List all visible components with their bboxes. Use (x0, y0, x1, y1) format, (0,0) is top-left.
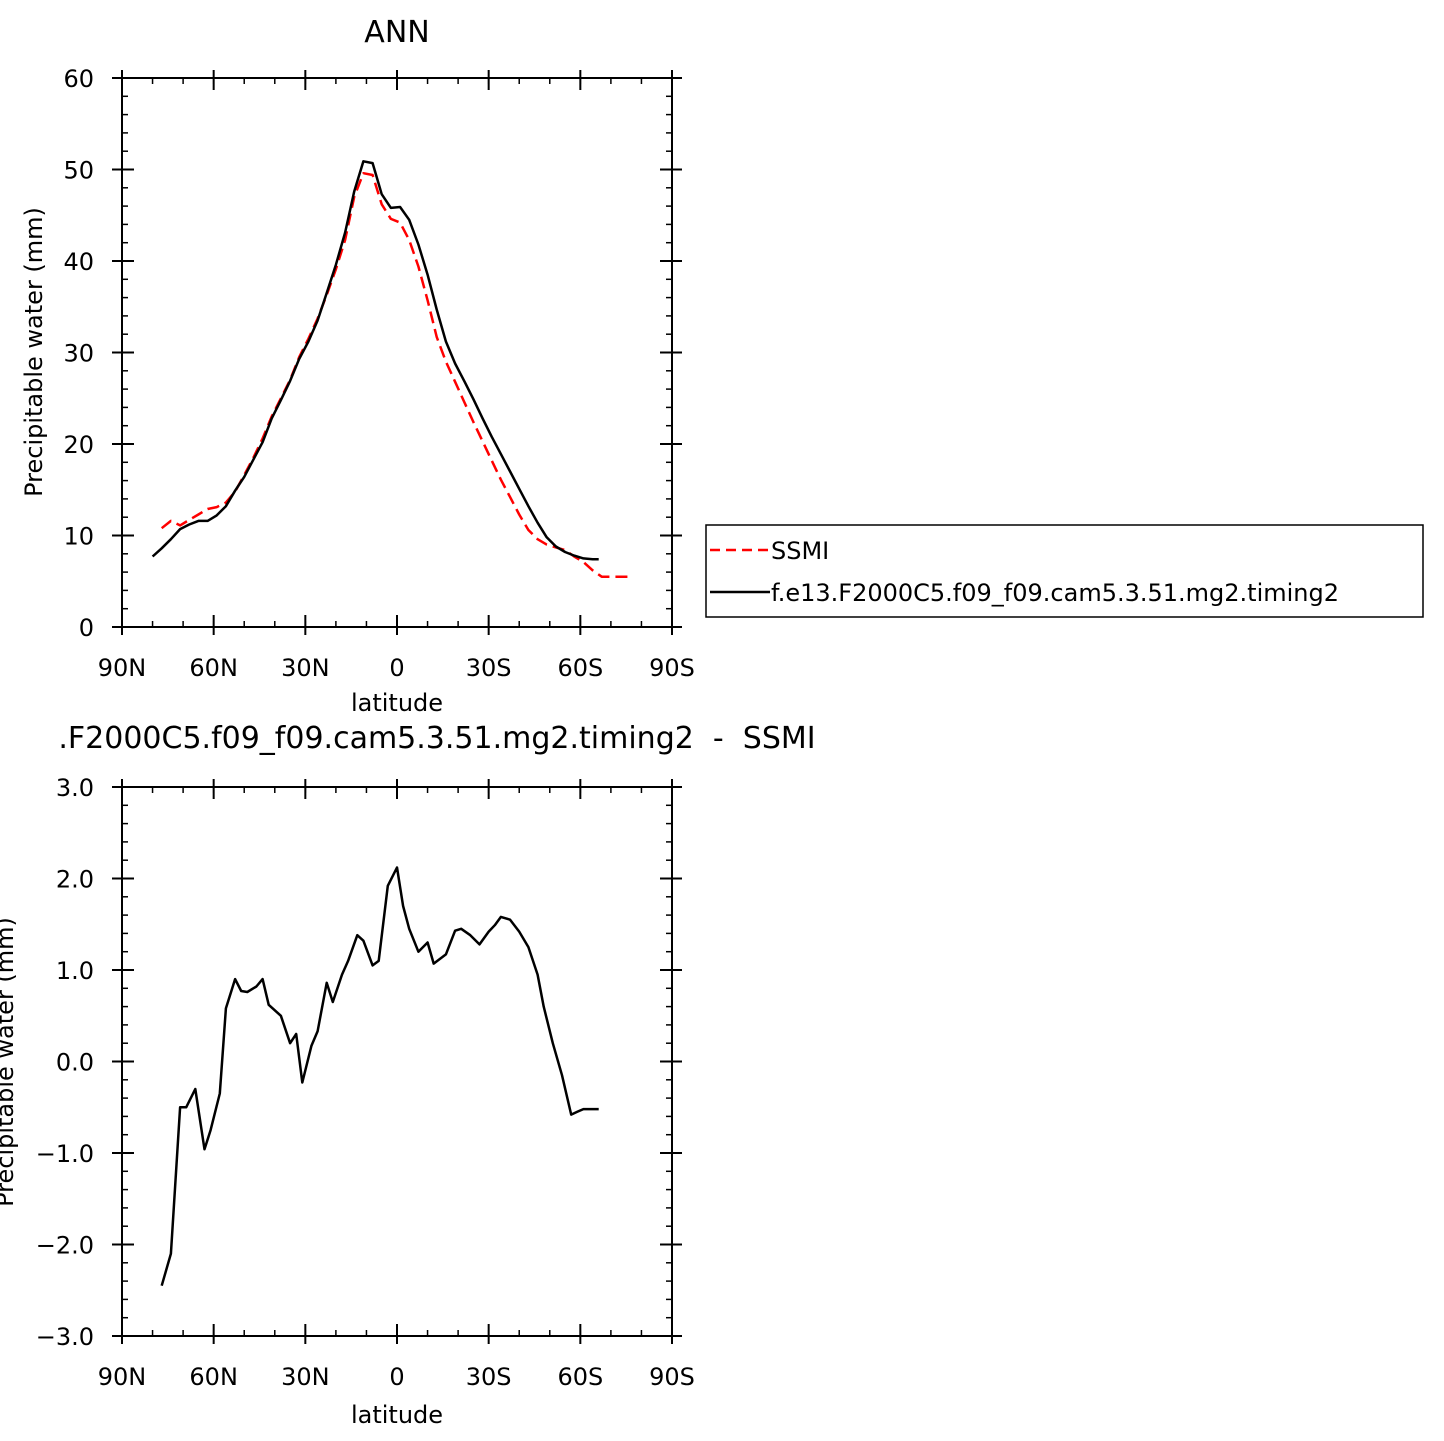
x-tick-label: 0 (389, 654, 404, 682)
y-tick-label: 10 (63, 523, 94, 551)
legend-label-model: f.e13.F2000C5.f09_f09.cam5.3.51.mg2.timi… (771, 579, 1339, 607)
y-tick-label: 50 (63, 157, 94, 185)
series-line-1-0 (160, 866, 599, 1287)
x-tick-label: 90N (98, 1363, 147, 1391)
x-tick-label: 60S (557, 654, 603, 682)
series-line-0-0 (160, 171, 630, 578)
x-tick-label: 30S (466, 1363, 512, 1391)
top-x-axis-label: latitude (351, 689, 443, 717)
y-tick-label: 3.0 (56, 774, 94, 802)
top-y-axis-label-group: Precipitable water (mm) (20, 207, 48, 497)
x-tick-label: 30N (281, 654, 330, 682)
y-tick-label: 0 (79, 614, 94, 642)
x-tick-label: 90N (98, 654, 147, 682)
top-chart-title: ANN (364, 15, 429, 50)
y-tick-label: −2.0 (36, 1232, 94, 1260)
y-tick-label: 40 (63, 248, 94, 276)
x-tick-label: 0 (389, 1363, 404, 1391)
legend-label-ssmi: SSMI (771, 537, 829, 565)
x-tick-label: 30S (466, 654, 512, 682)
y-tick-label: −3.0 (36, 1323, 94, 1351)
y-tick-label: 0.0 (56, 1049, 94, 1077)
y-tick-label: 20 (63, 431, 94, 459)
x-tick-label: 90S (649, 654, 695, 682)
legend-box (705, 524, 1424, 618)
top-y-axis-label: Precipitable water (mm) (20, 207, 48, 497)
x-tick-label: 60N (189, 1363, 238, 1391)
y-tick-label: −1.0 (36, 1140, 94, 1168)
series-line-0-1 (151, 160, 599, 561)
top-panel: ANN Precipitable water (mm) latitude 90N… (20, 15, 695, 717)
legend: SSMI f.e13.F2000C5.f09_f09.cam5.3.51.mg2… (705, 524, 1424, 618)
x-tick-label: 60S (557, 1363, 603, 1391)
x-tick-label: 30N (281, 1363, 330, 1391)
bottom-x-axis-label: latitude (351, 1401, 443, 1429)
bottom-chart-title: .F2000C5.f09_f09.cam5.3.51.mg2.timing2 -… (58, 721, 815, 756)
y-tick-label: 30 (63, 340, 94, 368)
plot-frame (121, 77, 673, 628)
bottom-y-axis-label-group: Precipitable water (mm) (0, 917, 19, 1207)
y-tick-label: 60 (63, 65, 94, 93)
bottom-panel: .F2000C5.f09_f09.cam5.3.51.mg2.timing2 -… (0, 721, 816, 1429)
x-tick-label: 60N (189, 654, 238, 682)
x-tick-label: 90S (649, 1363, 695, 1391)
y-tick-label: 1.0 (56, 957, 94, 985)
bottom-y-axis-label-clip: Precipitable water (mm) (0, 917, 19, 1207)
y-tick-label: 2.0 (56, 866, 94, 894)
bottom-y-axis-label: Precipitable water (mm) (0, 917, 19, 1207)
